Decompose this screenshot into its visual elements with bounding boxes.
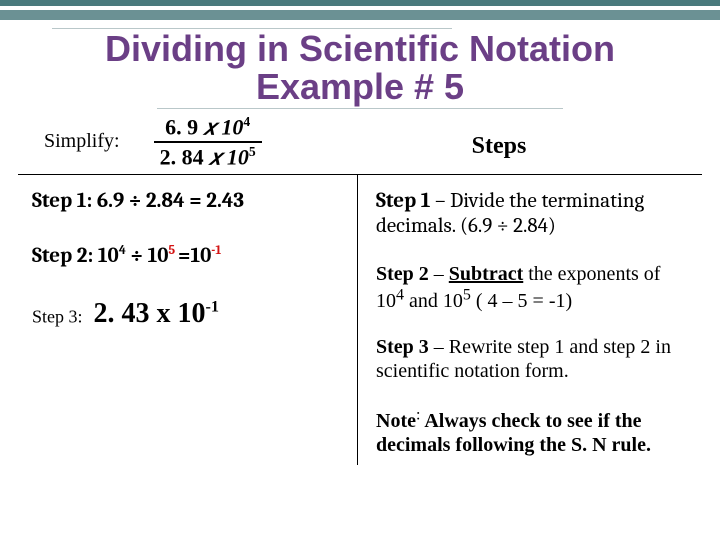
step2-rhs-exp: 5	[168, 243, 178, 258]
step2-line: Step 2: 104 ÷ 105 =10-1	[32, 243, 343, 268]
title-block: Dividing in Scientific Notation Example …	[52, 22, 668, 109]
content-grid: Step 1: 6.9 ÷ 2.84 = 2.43 Step 2: 104 ÷ …	[18, 175, 702, 465]
explain-step2: Step 2 – Subtract the exponents of 104 a…	[376, 262, 684, 314]
r2-sub: Subtract	[449, 263, 523, 285]
problem-row: Simplify: 6. 9 𝑥 104 2. 84 𝑥 105 Steps	[42, 115, 678, 168]
num-exp: 4	[243, 114, 250, 129]
step2-rhs-base: 10	[148, 244, 169, 268]
step2-lhs-exp: 4	[119, 243, 126, 258]
title-line-2: Example # 5	[52, 68, 668, 106]
explain-step1: Step 1 – Divide the terminating decimals…	[376, 189, 684, 239]
title-line-1: Dividing in Scientific Notation	[52, 30, 668, 68]
r2-strong: Step 2	[376, 263, 429, 285]
step2-eq: =	[178, 244, 190, 268]
step1-label: Step 1:	[32, 189, 92, 213]
explain-note-text: Note: Always check to see if the decimal…	[376, 410, 651, 456]
step3-exp: -1	[206, 298, 220, 316]
r2-a: –	[429, 263, 449, 285]
step2-lhs-base: 10	[98, 244, 119, 268]
fraction-bar	[154, 141, 262, 143]
step2-label: Step 2:	[32, 244, 98, 268]
title-underline	[157, 108, 564, 109]
r3-strong: Step 3	[376, 336, 429, 358]
explain-step2-text: Step 2 – Subtract the exponents of 104 a…	[376, 263, 660, 313]
explain-step3: Step 3 – Rewrite step 1 and step 2 in sc…	[376, 335, 684, 383]
simplify-label: Simplify:	[44, 130, 120, 153]
r2-c: and 10	[404, 290, 463, 312]
r2-exp1: 4	[396, 287, 404, 304]
r1-strong: Step 1	[376, 189, 435, 213]
step2-div: ÷	[126, 244, 148, 268]
num-x: 𝑥 10	[198, 115, 243, 140]
step2-res-base: 10	[190, 244, 211, 268]
explain-step3-text: Step 3 – Rewrite step 1 and step 2 in sc…	[376, 336, 671, 382]
fraction-denominator: 2. 84 𝑥 105	[154, 145, 262, 168]
r2-d: ( 4 – 5 = -1)	[471, 290, 572, 312]
problem-fraction: 6. 9 𝑥 104 2. 84 𝑥 105	[154, 115, 262, 168]
step1-line: Step 1: 6.9 ÷ 2.84 = 2.43	[32, 189, 343, 213]
step1-eq: 6.9 ÷ 2.84 = 2.43	[92, 189, 244, 213]
header-bar-light	[0, 10, 720, 20]
right-column: Step 1 – Divide the terminating decimals…	[358, 175, 698, 465]
explain-note: Note: Always check to see if the decimal…	[376, 405, 684, 457]
explain-step1-text: Step 1 – Divide the terminating decimals…	[376, 189, 644, 238]
steps-header: Steps	[472, 133, 527, 160]
step3-coef: 2. 43 x 10	[87, 298, 206, 329]
den-x: 𝑥 10	[204, 144, 249, 169]
slide-title: Dividing in Scientific Notation Example …	[52, 22, 668, 108]
left-column: Step 1: 6.9 ÷ 2.84 = 2.43 Step 2: 104 ÷ …	[18, 175, 358, 465]
step3-line: Step 3: 2. 43 x 10-1	[32, 298, 343, 330]
step2-res-exp: -1	[211, 243, 221, 258]
den-exp: 5	[249, 144, 256, 159]
num-coef: 6. 9	[165, 115, 198, 140]
r2-exp2: 5	[463, 287, 471, 304]
den-coef: 2. 84	[160, 144, 204, 169]
header-bars	[0, 0, 720, 20]
fraction-numerator: 6. 9 𝑥 104	[159, 115, 256, 138]
r4-strong: Note	[376, 410, 416, 432]
step3-value: 2. 43 x 10-1	[87, 298, 220, 329]
step3-label: Step 3:	[32, 306, 83, 326]
